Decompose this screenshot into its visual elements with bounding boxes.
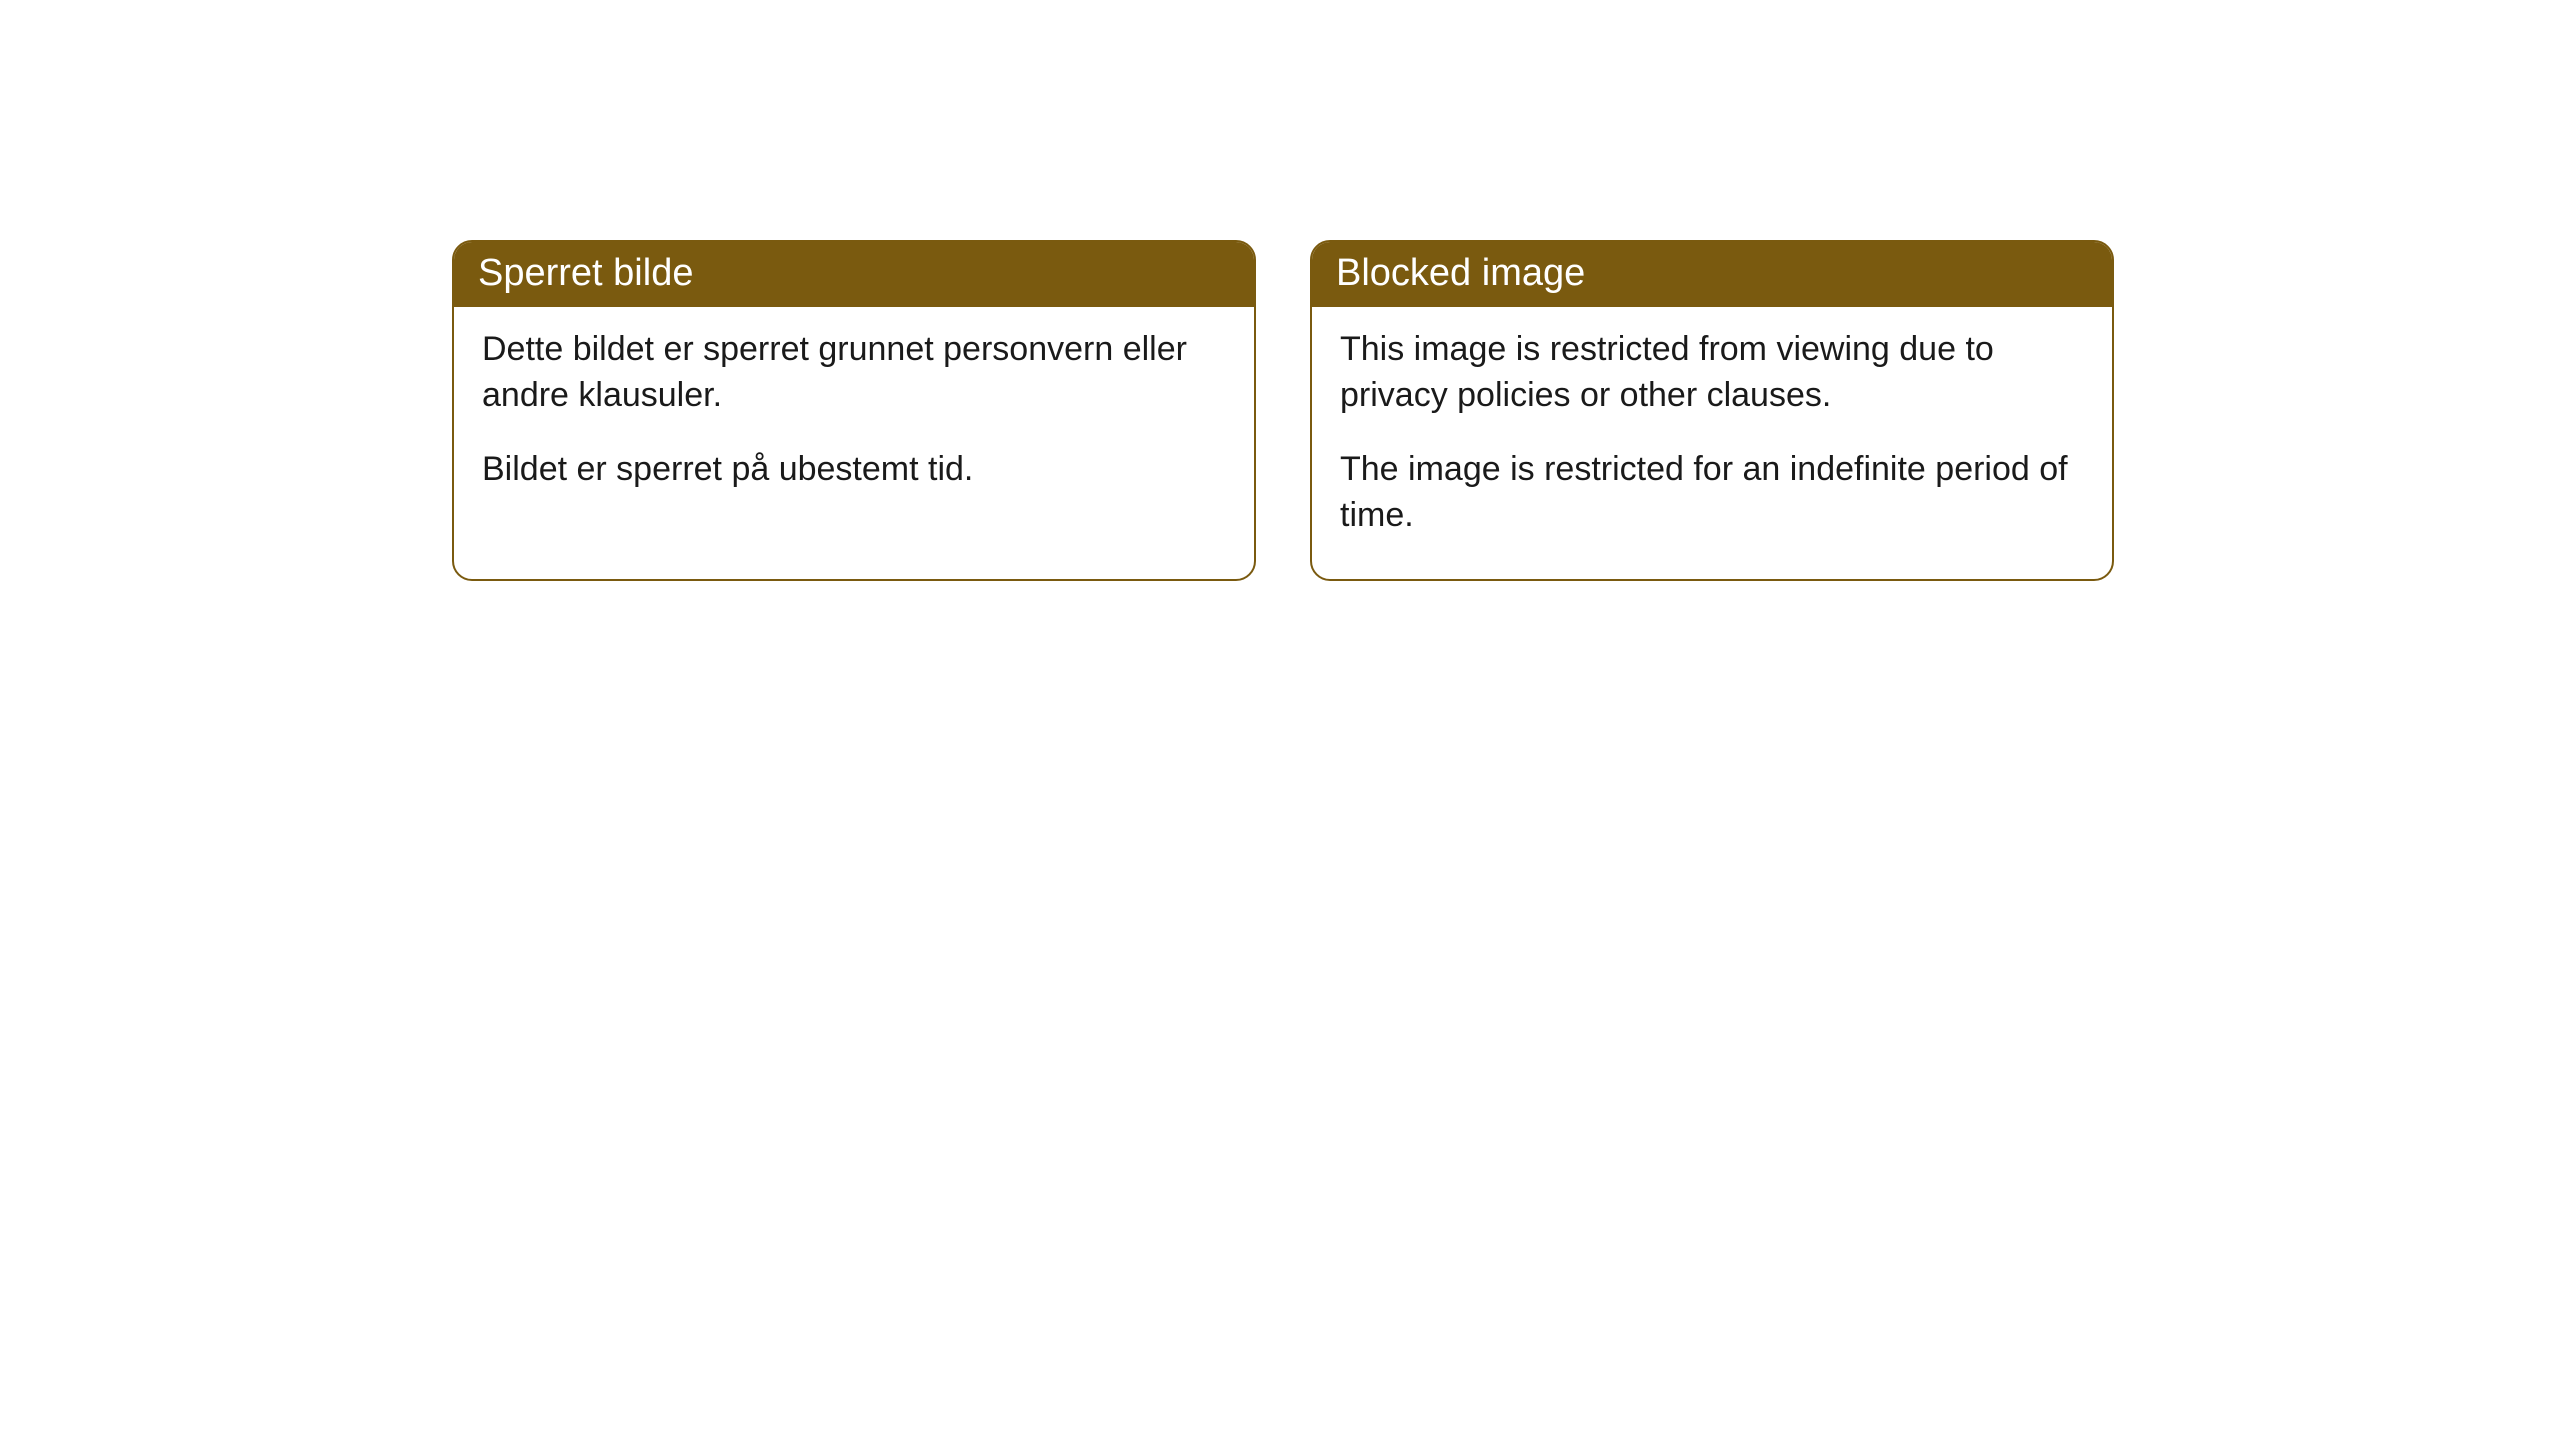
notice-header: Blocked image xyxy=(1312,242,2112,307)
notice-title: Sperret bilde xyxy=(478,252,693,294)
notice-header: Sperret bilde xyxy=(454,242,1254,307)
notice-body: This image is restricted from viewing du… xyxy=(1312,307,2112,579)
notice-paragraph: Bildet er sperret på ubestemt tid. xyxy=(482,447,1226,493)
notice-paragraph: Dette bildet er sperret grunnet personve… xyxy=(482,327,1226,419)
notice-paragraph: The image is restricted for an indefinit… xyxy=(1340,447,2084,539)
notice-card-english: Blocked image This image is restricted f… xyxy=(1310,240,2114,581)
notice-container: Sperret bilde Dette bildet er sperret gr… xyxy=(0,0,2560,581)
notice-title: Blocked image xyxy=(1336,252,1585,294)
notice-paragraph: This image is restricted from viewing du… xyxy=(1340,327,2084,419)
notice-body: Dette bildet er sperret grunnet personve… xyxy=(454,307,1254,533)
notice-card-norwegian: Sperret bilde Dette bildet er sperret gr… xyxy=(452,240,1256,581)
